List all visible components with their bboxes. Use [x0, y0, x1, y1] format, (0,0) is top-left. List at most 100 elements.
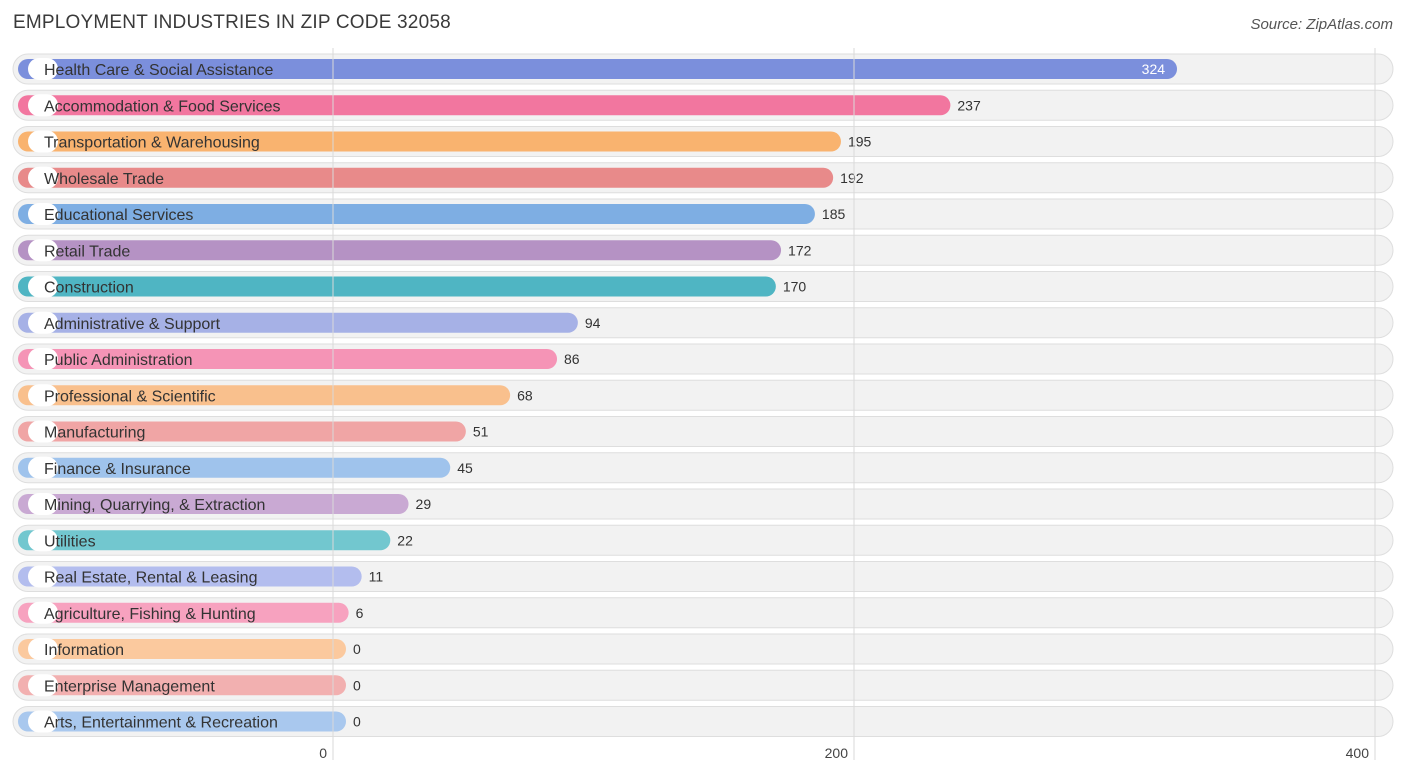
category-label: Educational Services: [44, 207, 193, 224]
category-label-pill: [28, 384, 58, 407]
category-label-pill: [28, 529, 58, 552]
category-label: Construction: [44, 280, 134, 297]
bar: [18, 711, 346, 732]
bar: [18, 421, 466, 442]
bar-row: Arts, Entertainment & Recreation 0: [12, 706, 1394, 737]
category-label: Public Administration: [44, 352, 193, 369]
chart-title: EMPLOYMENT INDUSTRIES IN ZIP CODE 32058: [13, 12, 451, 33]
tick-label: 0: [319, 745, 327, 761]
category-label-pill: [28, 638, 58, 660]
bar: [18, 566, 362, 587]
category-label-pill: [28, 601, 58, 624]
bar: [18, 494, 409, 514]
value-label: 29: [416, 496, 432, 512]
value-label: 68: [517, 387, 533, 403]
bar-row: Construction 170: [12, 271, 1394, 302]
category-label-pill: [28, 203, 58, 225]
source-credit: Source: ZipAtlas.com: [1250, 16, 1393, 33]
bar-row: Administrative & Support 94: [12, 307, 1394, 339]
category-label-pill: [28, 493, 58, 515]
bar-row: Retail Trade 172: [12, 234, 1394, 266]
category-label: Health Care & Social Assistance: [44, 62, 274, 79]
category-label: Wholesale Trade: [44, 171, 164, 188]
bar-track: [12, 669, 1394, 701]
tick-label: 200: [825, 745, 849, 761]
bar: [18, 385, 511, 406]
bar: [18, 204, 815, 224]
bar-row: Real Estate, Rental & Leasing 11: [12, 561, 1394, 592]
tick-label: 400: [1346, 745, 1370, 761]
x-axis: 0 200 400: [319, 745, 1369, 761]
bar: [18, 131, 841, 152]
value-label: 185: [822, 206, 846, 222]
value-label: 0: [353, 714, 361, 730]
category-label-pill: [28, 239, 58, 262]
category-label: Agriculture, Fishing & Hunting: [44, 606, 256, 623]
value-label: 192: [840, 170, 864, 186]
bar: [18, 675, 346, 696]
bar: [18, 276, 776, 297]
category-label: Mining, Quarrying, & Extraction: [44, 497, 265, 514]
bar-row: Finance & Insurance 45: [12, 452, 1394, 484]
value-label: 6: [356, 605, 364, 621]
value-label: 172: [788, 242, 812, 258]
category-label: Finance & Insurance: [44, 461, 191, 478]
category-label-pill: [28, 456, 58, 479]
category-label: Retail Trade: [44, 243, 130, 260]
value-label: 94: [585, 315, 601, 331]
category-label-pill: [28, 420, 58, 443]
category-label: Enterprise Management: [44, 678, 215, 695]
bar: [18, 349, 558, 369]
bar-row: Health Care & Social Assistance 324: [12, 53, 1394, 85]
value-label: 195: [848, 134, 872, 150]
bar-row: Agriculture, Fishing & Hunting 6: [12, 597, 1394, 629]
bar-row: Enterprise Management 0: [12, 669, 1394, 701]
bar-row: Transportation & Warehousing 195: [12, 126, 1394, 157]
category-label-pill: [28, 166, 58, 189]
bar: [18, 639, 346, 659]
bar: [18, 530, 391, 551]
bar-row: Wholesale Trade 192: [12, 162, 1394, 194]
category-label: Utilities: [44, 533, 96, 550]
category-label-pill: [28, 710, 58, 733]
gridlines: [332, 48, 1376, 760]
value-label: 237: [957, 97, 981, 113]
category-label-pill: [28, 348, 58, 370]
value-label: 86: [564, 351, 580, 367]
value-label: 324: [1142, 61, 1166, 77]
category-label-pill: [28, 311, 58, 334]
category-label: Arts, Entertainment & Recreation: [44, 715, 278, 732]
bar: [18, 59, 1178, 79]
bar: [18, 312, 578, 333]
bar: [18, 240, 782, 261]
category-label-pill: [28, 130, 58, 153]
bar: [18, 95, 951, 116]
value-label: 45: [457, 460, 473, 476]
bar-row: Utilities 22: [12, 524, 1394, 556]
bar-track: [12, 633, 1394, 665]
category-label-pill: [28, 674, 58, 697]
category-label-pill: [28, 565, 58, 588]
value-label: 22: [397, 532, 413, 548]
category-label-pill: [28, 275, 58, 298]
category-label-pill: [28, 94, 58, 117]
category-label-pill: [28, 58, 58, 80]
bar-row: Professional & Scientific 68: [12, 379, 1394, 411]
category-label: Administrative & Support: [44, 316, 221, 333]
value-label: 0: [353, 641, 361, 657]
category-label: Accommodation & Food Services: [44, 98, 281, 115]
category-label: Real Estate, Rental & Leasing: [44, 570, 257, 587]
bar: [18, 602, 349, 623]
bars: Health Care & Social Assistance 324 Accomm…: [12, 53, 1394, 737]
bar-row: Manufacturing 51: [12, 416, 1394, 447]
bar: [18, 457, 451, 478]
value-label: 170: [783, 279, 807, 295]
bar: [18, 167, 834, 188]
bar-row: Educational Services 185: [12, 198, 1394, 230]
bar-row: Accommodation & Food Services 237: [12, 89, 1394, 121]
bar-track: [12, 706, 1394, 737]
bar-row: Public Administration 86: [12, 343, 1394, 375]
value-label: 51: [473, 424, 489, 440]
category-label: Professional & Scientific: [44, 388, 216, 405]
